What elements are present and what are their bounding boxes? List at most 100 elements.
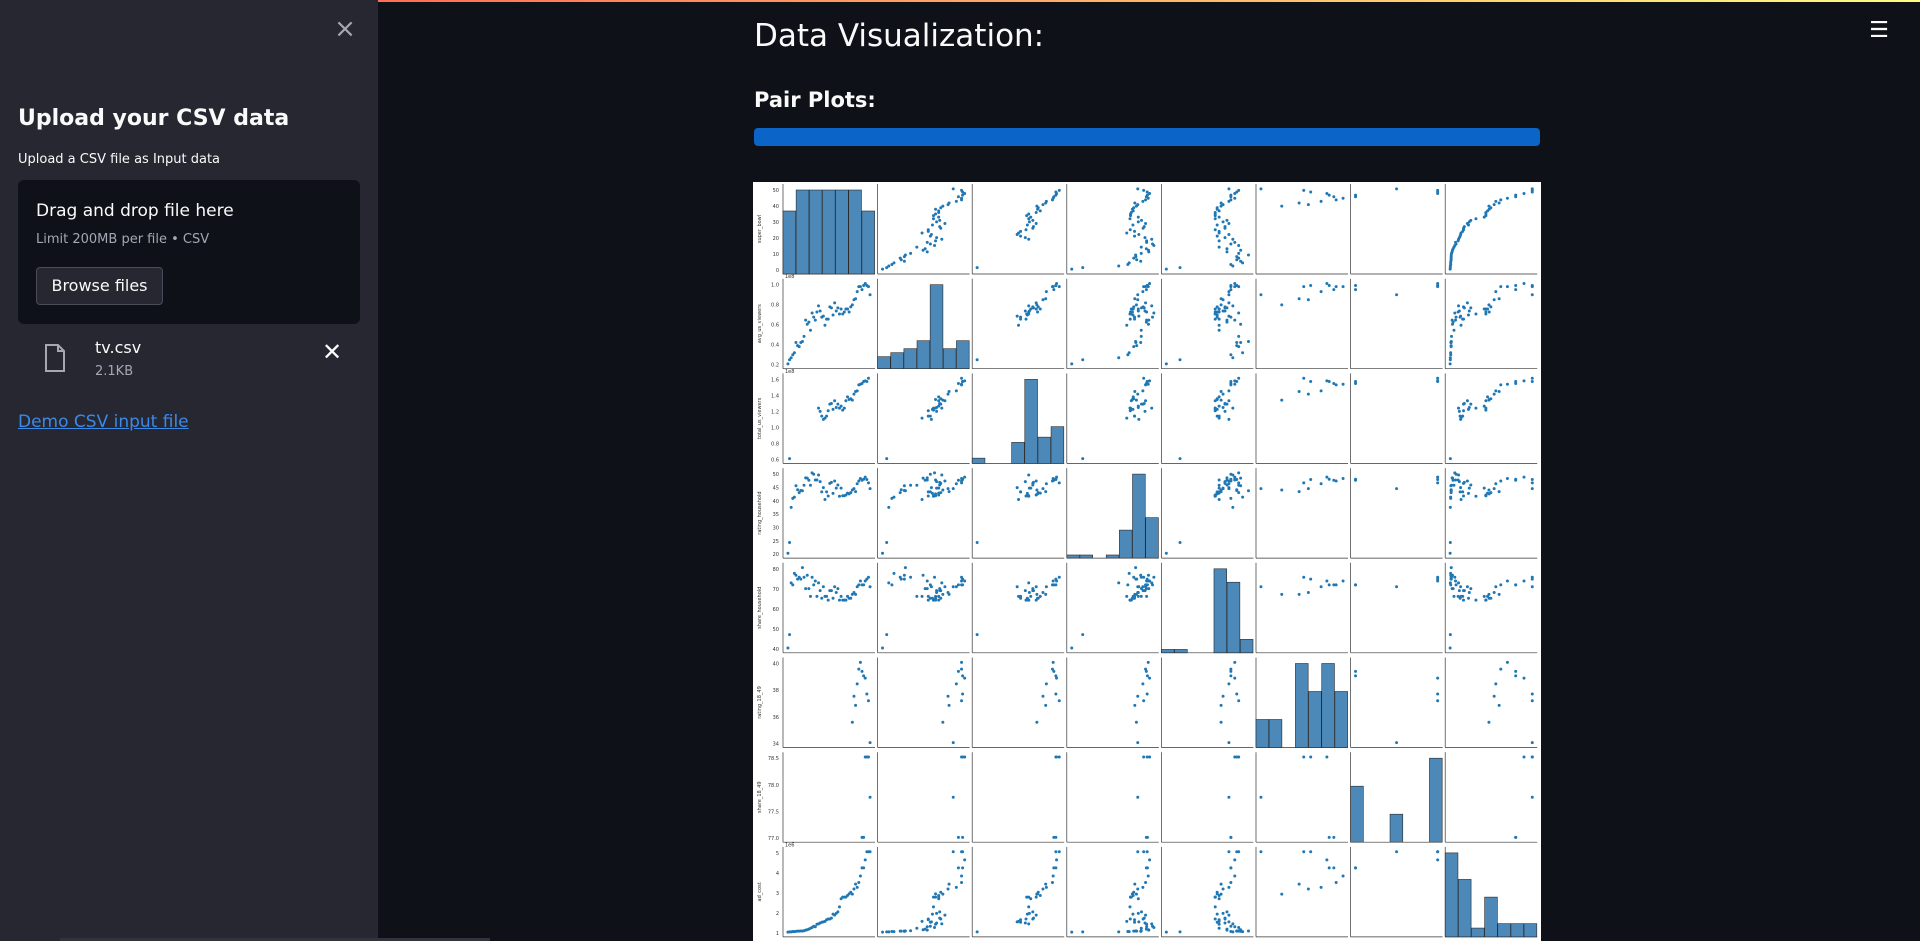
scatter-point xyxy=(1227,913,1231,917)
scatter-point xyxy=(1148,676,1152,680)
scatter-point xyxy=(839,594,843,598)
scatter-point xyxy=(961,692,965,696)
scatter-point xyxy=(1141,682,1145,686)
scatter-point xyxy=(934,406,938,410)
scatter-point xyxy=(1306,887,1310,891)
scatter-point xyxy=(935,236,939,240)
scatter-point xyxy=(1459,323,1463,327)
scatter-point xyxy=(898,491,902,495)
scatter-point xyxy=(1233,240,1237,244)
scatter-point xyxy=(1229,835,1233,839)
scatter-point xyxy=(1041,694,1045,698)
scatter-point xyxy=(1530,755,1534,759)
scatter-point xyxy=(1530,380,1534,384)
scatter-point xyxy=(1297,882,1301,886)
scatter-point xyxy=(1237,471,1241,475)
scatter-point xyxy=(862,284,866,288)
scatter-point xyxy=(938,483,942,487)
scatter-point xyxy=(858,874,862,878)
scatter-point xyxy=(857,583,861,587)
scatter-point xyxy=(1325,379,1329,383)
pairplot-cell xyxy=(877,752,970,843)
scatter-point xyxy=(963,858,967,862)
scatter-point xyxy=(1139,594,1143,598)
scatter-point xyxy=(1489,305,1493,309)
hamburger-menu-icon[interactable]: ☰ xyxy=(1869,18,1889,43)
scatter-point xyxy=(1354,193,1358,197)
scatter-point xyxy=(909,251,913,255)
tick-label: 0 xyxy=(776,268,779,274)
scatter-point xyxy=(1467,405,1471,409)
scatter-point xyxy=(789,356,793,360)
scatter-point xyxy=(960,660,964,664)
demo-csv-link[interactable]: Demo CSV input file xyxy=(18,412,189,432)
scatter-point xyxy=(1454,472,1458,476)
scatter-point xyxy=(1530,692,1534,696)
scatter-point xyxy=(1150,237,1154,241)
scatter-point xyxy=(1148,379,1152,383)
remove-file-icon[interactable]: ✕ xyxy=(321,338,343,366)
scatter-point xyxy=(934,492,938,496)
scatter-point xyxy=(1027,905,1031,909)
scatter-point xyxy=(1233,874,1237,878)
scatter-point xyxy=(1054,674,1058,678)
scatter-point xyxy=(951,741,955,745)
scatter-point xyxy=(925,478,929,482)
scatter-point xyxy=(1128,917,1132,921)
scatter-point xyxy=(1514,380,1518,384)
browse-files-button[interactable]: Browse files xyxy=(36,267,163,305)
scatter-point xyxy=(1332,195,1336,199)
scatter-point xyxy=(823,497,827,501)
scatter-point xyxy=(1280,303,1284,307)
scatter-point xyxy=(1215,397,1219,401)
scatter-point xyxy=(1354,477,1358,481)
scatter-point xyxy=(1237,755,1241,759)
scatter-point xyxy=(1143,409,1147,413)
pairplot-cell xyxy=(1350,184,1443,275)
scatter-point xyxy=(1302,850,1306,854)
file-size: 2.1KB xyxy=(95,364,134,379)
scatter-point xyxy=(1280,204,1284,208)
scatter-point xyxy=(1227,741,1231,745)
scatter-point xyxy=(1530,285,1534,289)
scatter-point xyxy=(852,694,856,698)
scatter-point xyxy=(1135,344,1139,348)
axis-offset-label: 1e8 xyxy=(785,274,794,280)
scatter-point xyxy=(1024,917,1028,921)
scatter-point xyxy=(788,541,792,545)
scatter-point xyxy=(849,596,853,600)
scatter-point xyxy=(842,406,846,410)
scatter-point xyxy=(1395,487,1399,491)
pairplot-cell xyxy=(1161,373,1254,464)
file-icon xyxy=(45,344,65,372)
file-dropzone[interactable]: Drag and drop file here Limit 200MB per … xyxy=(18,180,360,324)
scatter-point xyxy=(1227,301,1231,305)
scatter-point xyxy=(1136,594,1140,598)
scatter-point xyxy=(1044,585,1048,589)
scatter-point xyxy=(1139,341,1143,345)
scatter-point xyxy=(1027,598,1031,602)
scatter-point xyxy=(829,916,833,920)
tick-label: 20 xyxy=(773,236,779,242)
horizontal-scrollbar[interactable] xyxy=(60,938,490,941)
scatter-point xyxy=(794,573,798,577)
histogram-bar xyxy=(1497,923,1511,938)
scatter-point xyxy=(1461,490,1465,494)
tick-label: 40 xyxy=(773,499,779,505)
scatter-point xyxy=(833,479,837,483)
scatter-point xyxy=(831,407,835,411)
scatter-point xyxy=(937,399,941,403)
scatter-point xyxy=(938,225,942,229)
scatter-point xyxy=(863,676,867,680)
scatter-point xyxy=(1017,919,1021,923)
scatter-point xyxy=(920,919,924,923)
scatter-point xyxy=(1459,497,1463,501)
close-icon[interactable]: × xyxy=(334,14,356,44)
scatter-point xyxy=(1213,317,1217,321)
scatter-point xyxy=(1217,483,1221,487)
scatter-point xyxy=(1031,225,1035,229)
scatter-point xyxy=(961,583,965,587)
scatter-point xyxy=(826,494,830,498)
scatter-point xyxy=(1259,487,1263,491)
scatter-point xyxy=(1246,489,1250,493)
